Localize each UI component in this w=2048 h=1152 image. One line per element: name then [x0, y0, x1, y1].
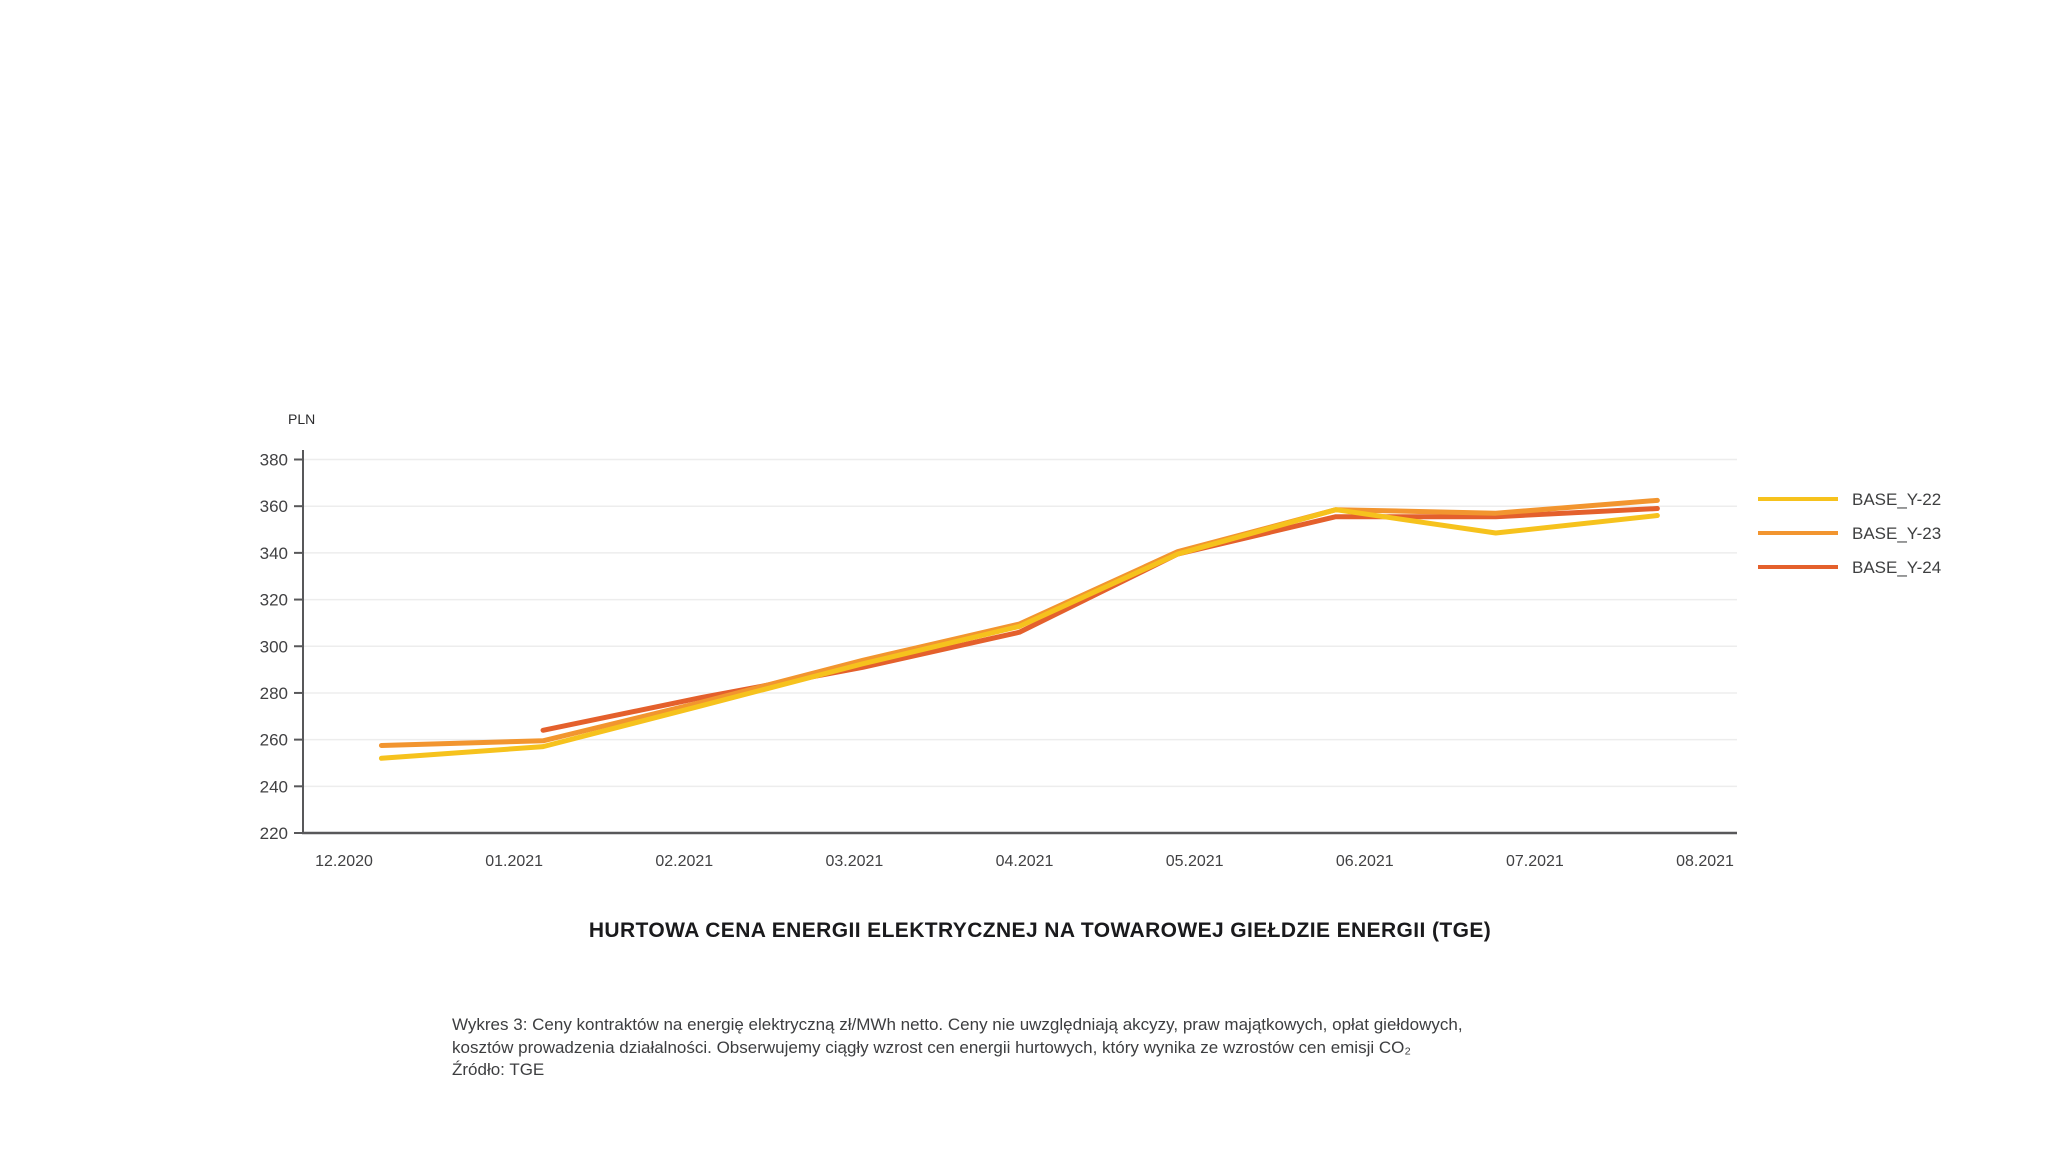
- chart-title: HURTOWA CENA ENERGII ELEKTRYCZNEJ NA TOW…: [588, 919, 1492, 942]
- y-axis-label: 280: [260, 684, 288, 703]
- y-axis-label: 240: [260, 777, 288, 796]
- x-axis-label: 12.2020: [315, 853, 373, 870]
- legend-label-BASE_Y-24: BASE_Y-24: [1852, 558, 1941, 577]
- series-line-BASE_Y-23: [378, 497, 1660, 748]
- caption-source: Źródło: TGE: [452, 1060, 545, 1079]
- y-axis-label: 340: [260, 544, 288, 563]
- x-axis-label: 07.2021: [1506, 853, 1564, 870]
- x-axis-label: 05.2021: [1166, 853, 1224, 870]
- legend-label-BASE_Y-22: BASE_Y-22: [1852, 490, 1941, 509]
- x-axis-label: 04.2021: [996, 853, 1054, 870]
- y-axis-label: 360: [260, 497, 288, 516]
- energy-price-line-chart: 220 240 260 280 300 320 340 360 380 PLN 12.2020 01.…: [260, 411, 1942, 870]
- y-axis-label: 380: [260, 451, 288, 470]
- series-line-BASE_Y-22: [378, 507, 1660, 761]
- caption-line-1: Wykres 3: Ceny kontraktów na energię ele…: [452, 1015, 1463, 1034]
- y-axis-label: 220: [260, 824, 288, 843]
- x-axis-label: 02.2021: [655, 853, 713, 870]
- x-axis-label: 06.2021: [1336, 853, 1394, 870]
- chart-caption: Wykres 3: Ceny kontraktów na energię ele…: [452, 1014, 1463, 1082]
- caption-line-2: kosztów prowadzenia działalności. Obserw…: [452, 1037, 1411, 1057]
- x-axis-label: 01.2021: [485, 853, 543, 870]
- x-axis-label: 03.2021: [825, 853, 883, 870]
- y-axis-label: 300: [260, 637, 288, 656]
- y-axis-unit-label: PLN: [288, 411, 315, 427]
- y-axis-label: 260: [260, 731, 288, 750]
- x-axis-label: 08.2021: [1676, 853, 1734, 870]
- series-line-BASE_Y-24: [540, 506, 1660, 733]
- legend-label-BASE_Y-23: BASE_Y-23: [1852, 524, 1941, 543]
- y-axis-label: 320: [260, 591, 288, 610]
